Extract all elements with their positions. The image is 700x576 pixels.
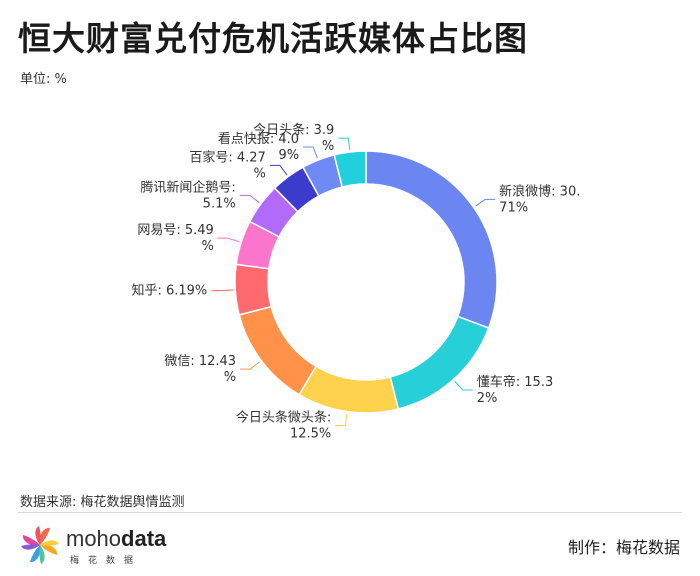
donut-slice <box>333 150 367 188</box>
mohodata-logo: mohodata 梅花数据 <box>18 523 168 567</box>
leader-line <box>338 137 351 151</box>
leader-line <box>217 237 240 243</box>
maker-credit: 制作：梅花数据 <box>567 538 680 557</box>
slice-label: % <box>322 139 334 154</box>
slice-label: 知乎: 6.19% <box>131 283 207 299</box>
slice-label: 新浪微博: 30. <box>499 183 580 199</box>
logo-wordmark: mohodata <box>66 526 167 551</box>
leader-line <box>269 164 288 176</box>
donut-slice <box>389 315 490 410</box>
slice-label: 今日头条: 3.9 <box>253 122 334 138</box>
slice-label: 2% <box>477 391 498 406</box>
chart-title: 恒大财富兑付危机活跃媒体占比图 <box>18 19 528 58</box>
slice-label: 百家号: 4.27 <box>189 149 265 165</box>
leader-line <box>303 146 318 159</box>
leader-line <box>454 380 473 391</box>
slice-label: % <box>224 370 236 385</box>
slice-label: 5.1% <box>203 196 236 211</box>
slice-label: 12.5% <box>290 427 331 442</box>
leader-line <box>335 413 348 427</box>
slice-label: % <box>253 166 265 181</box>
divider <box>18 512 682 513</box>
donut-slice <box>238 305 317 396</box>
unit-label: 单位: % <box>20 72 67 87</box>
slice-label: % <box>201 239 213 254</box>
donut-chart: 新浪微博: 30.71% 懂车帝: 15.32% 今日头条微头条:12.5% 微信: … <box>131 122 580 442</box>
data-source: 数据来源: 梅花数据舆情监测 <box>20 495 185 510</box>
donut-slice <box>234 263 273 316</box>
donut-slice <box>298 365 400 414</box>
donut-slice <box>365 150 498 329</box>
slice-label: 9% <box>278 148 299 163</box>
slice-label: 懂车帝: 15.3 <box>477 374 553 390</box>
slice-label: 71% <box>499 200 528 215</box>
slice-label: 网易号: 5.49 <box>137 223 213 238</box>
leader-line <box>211 289 234 292</box>
slice-label: 腾讯新闻企鹅号: <box>140 179 235 195</box>
slice-label: 看点快报: 4.0 <box>218 131 299 147</box>
slice-label: 今日头条微头条: <box>236 410 331 426</box>
slice-label: 微信: 12.43 <box>164 354 236 369</box>
leader-line <box>475 198 496 207</box>
logo-subtitle: 梅花数据 <box>70 556 143 566</box>
leader-line <box>239 194 260 203</box>
leader-line <box>240 361 260 370</box>
pinwheel-logo-icon <box>21 526 59 564</box>
